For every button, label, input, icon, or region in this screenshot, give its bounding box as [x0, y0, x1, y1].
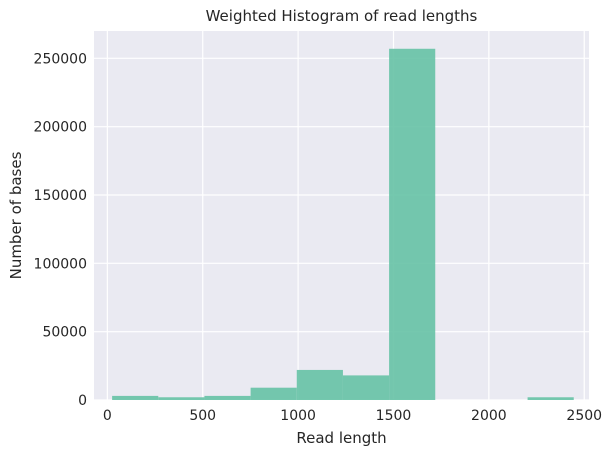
y-tick-label: 100000	[34, 256, 87, 272]
histogram-bar	[204, 395, 251, 400]
histogram-bar	[296, 369, 343, 400]
x-axis-ticks: 0 500 1000 1500 2000 2500	[103, 408, 602, 424]
x-tick-label: 2500	[566, 408, 602, 424]
x-tick-label: 500	[189, 408, 216, 424]
x-tick-label: 0	[103, 408, 112, 424]
histogram-bar	[342, 375, 390, 400]
y-tick-label: 200000	[34, 120, 87, 136]
histogram-bar	[250, 387, 297, 400]
bars	[112, 48, 574, 401]
chart-title: Weighted Histogram of read lengths	[206, 7, 478, 25]
y-axis-ticks: 0 50000 100000 150000 200000 250000	[34, 51, 87, 409]
histogram-bar	[158, 397, 205, 400]
x-tick-label: 1500	[376, 408, 412, 424]
histogram-bar	[527, 397, 574, 400]
y-tick-label: 50000	[42, 325, 87, 341]
x-tick-label: 1000	[280, 408, 316, 424]
plot-area	[94, 31, 589, 400]
histogram-bar	[112, 395, 159, 400]
y-tick-label: 0	[78, 393, 87, 409]
x-tick-label: 2000	[471, 408, 507, 424]
histogram-bar	[389, 48, 436, 401]
y-axis-label: Number of bases	[7, 151, 25, 279]
y-tick-label: 250000	[34, 51, 87, 67]
y-tick-label: 150000	[34, 188, 87, 204]
x-axis-label: Read length	[296, 429, 386, 447]
